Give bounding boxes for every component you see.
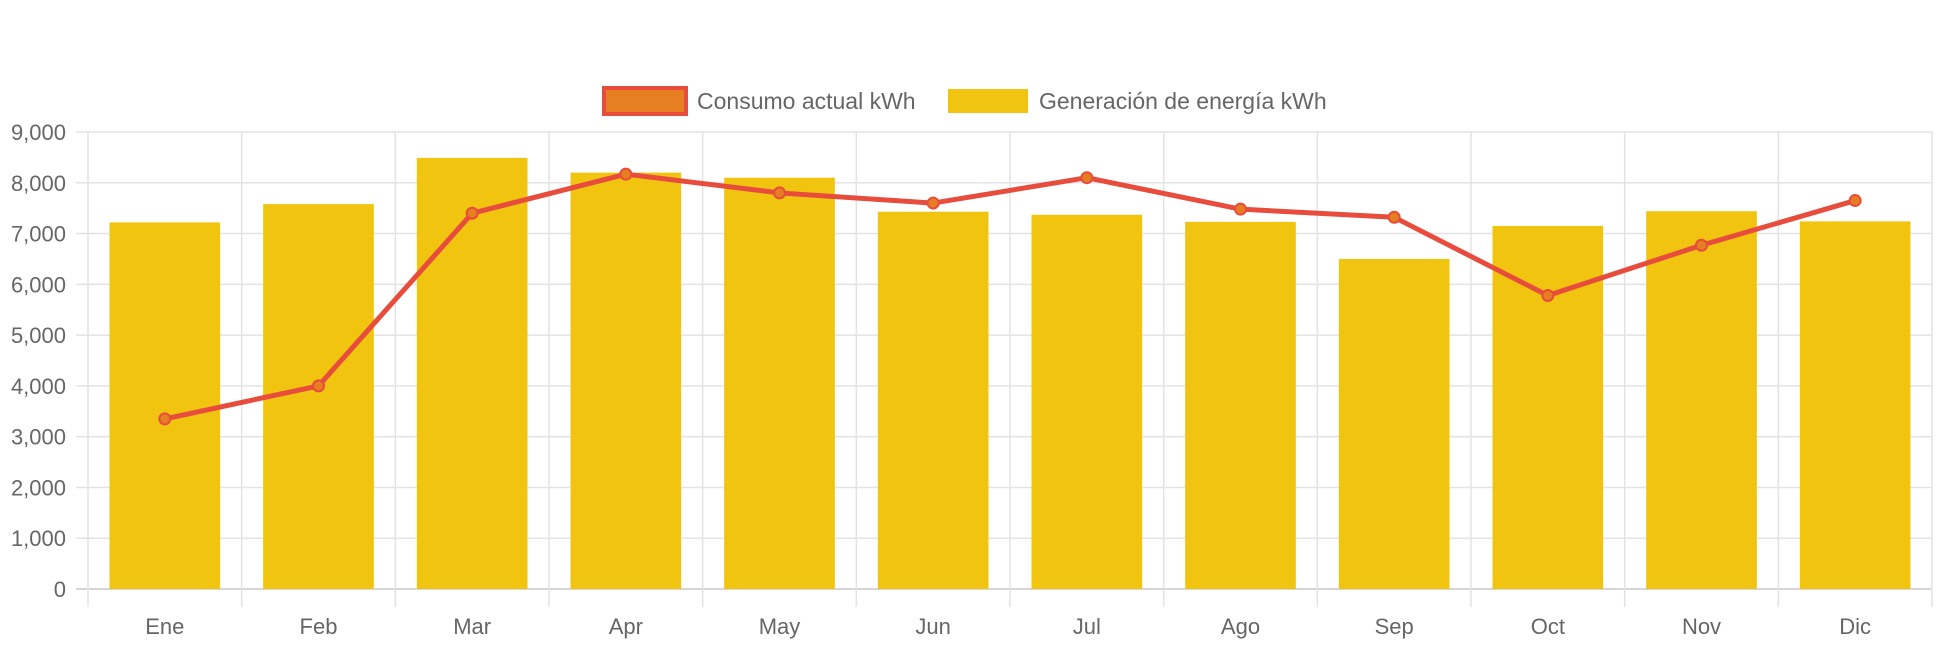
y-tick-label: 7,000 <box>11 222 66 247</box>
consumption-line <box>158 167 1862 426</box>
x-tick-label: Mar <box>453 614 491 639</box>
generation-bars <box>109 157 1911 590</box>
bar-feb[interactable] <box>263 204 374 590</box>
point-ago[interactable] <box>1234 202 1247 216</box>
bar-mar[interactable] <box>416 157 528 589</box>
bar-ago[interactable] <box>1185 221 1296 590</box>
x-tick-label: Jul <box>1073 614 1101 639</box>
bar-sep[interactable] <box>1338 258 1450 589</box>
point-jun[interactable] <box>926 196 940 210</box>
point-nov[interactable] <box>1695 238 1708 252</box>
axes: 0 1,000 2,000 3,000 4,000 5,000 6,000 7,000 8,00… <box>11 120 1871 639</box>
bar-jul[interactable] <box>1031 214 1143 590</box>
y-tick-label: 2,000 <box>11 475 66 500</box>
legend-label-consumo: Consumo actual kWh <box>697 88 916 114</box>
x-tick-label: Jun <box>915 614 950 639</box>
bar-dic[interactable] <box>1799 221 1911 589</box>
y-tick-label: 9,000 <box>11 120 66 145</box>
point-sep[interactable] <box>1387 210 1401 224</box>
legend-swatch-consumo <box>602 86 688 116</box>
bar-nov[interactable] <box>1646 211 1757 590</box>
legend-item-generacion[interactable]: Generación de energía kWh <box>948 88 1327 114</box>
bar-oct[interactable] <box>1492 225 1604 589</box>
bar-jun[interactable] <box>877 211 989 589</box>
y-tick-label: 3,000 <box>11 425 66 450</box>
grid <box>76 131 1933 607</box>
bar-apr[interactable] <box>570 172 682 589</box>
x-tick-label: Sep <box>1375 614 1414 639</box>
consumption-line-path <box>162 171 1858 422</box>
bar-may[interactable] <box>724 177 835 589</box>
point-apr[interactable] <box>619 167 633 181</box>
x-tick-label: Dic <box>1839 614 1871 639</box>
legend-swatch-generacion <box>948 89 1028 113</box>
x-tick-label: Nov <box>1682 614 1721 639</box>
point-ene[interactable] <box>158 412 172 426</box>
x-tick-label: Ago <box>1221 614 1260 639</box>
x-tick-label: Feb <box>300 614 338 639</box>
point-dic[interactable] <box>1848 194 1862 208</box>
x-tick-label: Ene <box>145 614 184 639</box>
point-may[interactable] <box>773 186 786 200</box>
legend-item-consumo[interactable]: Consumo actual kWh <box>602 86 916 116</box>
y-tick-label: 5,000 <box>11 323 66 348</box>
y-tick-label: 1,000 <box>11 526 66 551</box>
point-jul[interactable] <box>1080 171 1094 185</box>
point-feb[interactable] <box>312 379 325 393</box>
point-oct[interactable] <box>1541 289 1555 303</box>
x-tick-label: Apr <box>609 614 643 639</box>
y-tick-label: 6,000 <box>11 272 66 297</box>
bar-ene[interactable] <box>109 222 221 589</box>
point-mar[interactable] <box>465 206 479 220</box>
y-tick-label: 0 <box>54 577 66 602</box>
x-tick-label: May <box>759 614 801 639</box>
y-tick-label: 8,000 <box>11 171 66 196</box>
y-tick-label: 4,000 <box>11 374 66 399</box>
legend[interactable]: Consumo actual kWh Generación de energía … <box>602 86 1327 116</box>
legend-label-generacion: Generación de energía kWh <box>1039 88 1327 114</box>
x-tick-label: Oct <box>1531 614 1565 639</box>
